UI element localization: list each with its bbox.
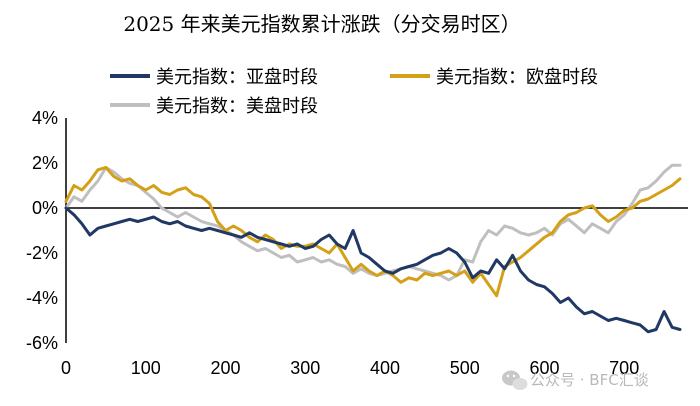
chart-title: 2025 年来美元指数累计涨跌（分交易时区）	[123, 12, 520, 36]
series-line-asia	[64, 206, 682, 334]
x-tick-label: 200	[210, 358, 240, 378]
watermark: 公众号 · BFC汇谈	[502, 370, 649, 390]
y-tick-label: 0%	[32, 198, 58, 218]
x-tick-label: 300	[290, 358, 320, 378]
legend-label-asia: 美元指数：亚盘时段	[156, 67, 318, 88]
legend-label-europe: 美元指数：欧盘时段	[436, 67, 598, 88]
x-tick-label: 700	[609, 358, 639, 378]
series-lines	[64, 163, 682, 334]
x-tick-label: 600	[529, 358, 559, 378]
x-tick-label: 500	[450, 358, 480, 378]
x-tick-label: 100	[131, 358, 161, 378]
tick-labels: 4% 2% 0% -2% -4% -6%0 100 200 300 400 500 600 700	[26, 108, 639, 378]
y-tick-label: -4%	[26, 288, 58, 308]
watermark-text: 公众号 · BFC汇谈	[530, 371, 649, 389]
y-tick-label: -2%	[26, 243, 58, 263]
y-tick-label: 2%	[32, 153, 58, 173]
x-tick-label: 0	[61, 358, 71, 378]
y-tick-label: 4%	[32, 108, 58, 128]
legend: 美元指数：亚盘时段 美元指数：欧盘时段 美元指数：美盘时段	[110, 67, 598, 117]
axes	[65, 118, 688, 343]
wechat-icon	[502, 370, 528, 390]
series-line-europe	[64, 166, 682, 298]
x-tick-label: 400	[370, 358, 400, 378]
legend-label-us: 美元指数：美盘时段	[156, 96, 318, 117]
y-tick-label: -6%	[26, 333, 58, 353]
